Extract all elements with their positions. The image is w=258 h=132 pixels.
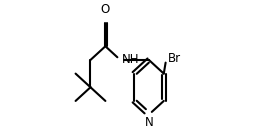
Text: O: O [101, 3, 110, 16]
Text: N: N [144, 116, 153, 129]
Text: Br: Br [168, 52, 181, 65]
Text: NH: NH [122, 53, 139, 66]
